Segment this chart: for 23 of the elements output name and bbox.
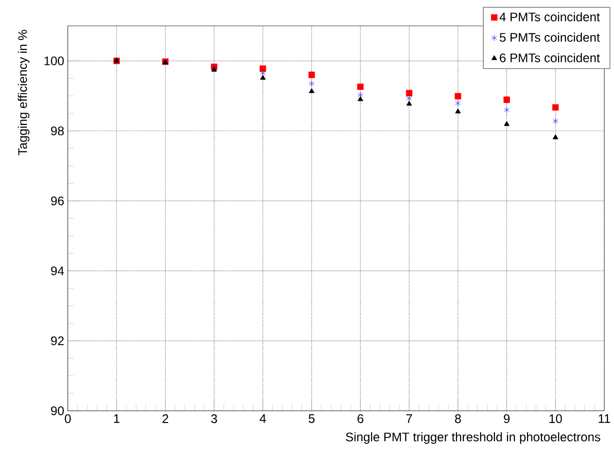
x-tick-label: 9 (504, 414, 510, 424)
y-tick-label: 98 (51, 126, 64, 136)
x-tick-label: 0 (64, 414, 71, 424)
legend-label: 6 PMTs coincident (500, 53, 600, 62)
y-tick-label: 100 (44, 56, 64, 66)
x-tick-label: 10 (550, 414, 562, 424)
x-tick-label: 2 (162, 414, 168, 424)
x-tick-label: 6 (358, 414, 364, 424)
x-tick-label: 8 (455, 414, 461, 424)
y-tick-label: 90 (51, 406, 64, 416)
x-tick-label: 4 (260, 414, 266, 424)
x-tick-label: 11 (598, 414, 610, 424)
x-axis-title: Single PMT trigger threshold in photoelectrons (346, 432, 600, 444)
x-tick-label: 3 (211, 414, 218, 424)
x-tick-label: 7 (406, 414, 412, 424)
legend-label: 4 PMTs coincident (500, 12, 600, 22)
y-tick-label: 94 (51, 266, 64, 276)
x-tick-label: 5 (308, 414, 315, 424)
y-tick-label: 92 (51, 336, 64, 346)
y-tick-label: 96 (51, 196, 64, 206)
x-tick-label: 1 (114, 414, 120, 424)
legend-label: 5 PMTs coincident (500, 32, 600, 42)
y-axis-title: Tagging efficiency in % (18, 30, 30, 156)
